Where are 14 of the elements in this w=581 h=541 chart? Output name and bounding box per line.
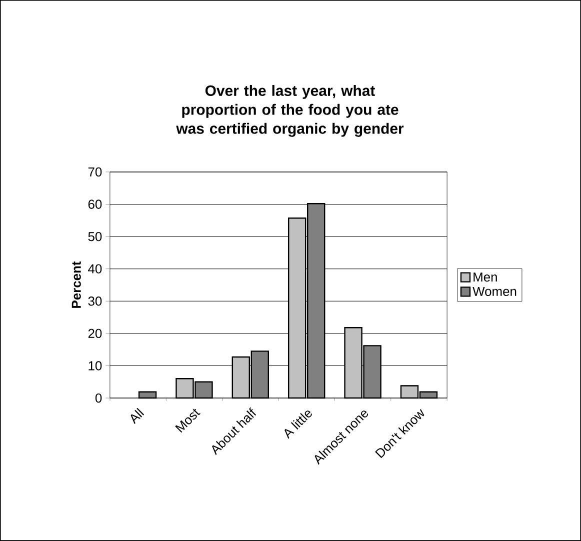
- y-tick-label: 60: [88, 200, 102, 209]
- y-tick-label: 30: [88, 296, 102, 306]
- x-tick-label: A little: [284, 410, 312, 439]
- chart-title: Over the last year, what proportion of the food you ate was certified organic by gender: [176, 84, 404, 137]
- x-tick-label: All: [130, 408, 144, 424]
- legend-label: Women: [472, 286, 516, 296]
- y-tick-label: 20: [88, 328, 102, 338]
- y-tick-label: 0: [95, 393, 102, 403]
- y-tick-label: 70: [88, 167, 102, 177]
- y-axis-title: Percent: [72, 261, 81, 308]
- legend-label: Men: [474, 272, 497, 282]
- y-tick-label: 10: [88, 361, 102, 370]
- y-tick-label: 50: [88, 232, 102, 242]
- y-tick-label: 40: [88, 264, 102, 274]
